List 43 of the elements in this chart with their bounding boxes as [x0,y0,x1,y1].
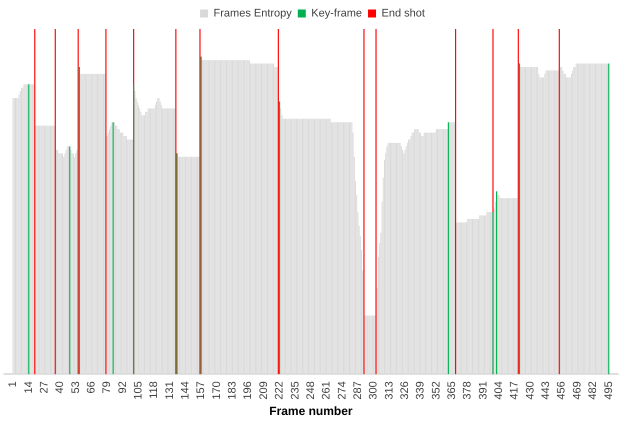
x-tick-label: 417 [508,381,521,400]
x-tick-label: 66 [85,381,98,394]
x-tick-label: 118 [148,381,160,399]
x-tick-label: 391 [477,381,490,400]
x-tick-label: 274 [336,381,348,400]
legend-label: End shot [382,8,425,20]
x-tick-label: 92 [116,381,129,394]
x-axis-title: Frame number [269,404,353,418]
x-tick-label: 482 [587,381,600,400]
x-tick-label: 456 [556,381,568,400]
x-tick-label: 287 [352,381,364,400]
x-tick-label: 261 [320,381,333,400]
x-tick-label: 339 [414,381,427,400]
x-tick-label: 222 [274,381,286,400]
x-tick-label: 326 [398,381,411,400]
legend-label: Key-frame [311,8,362,20]
legend-label: Frames Entropy [214,8,292,20]
x-tick-label: 157 [195,381,208,400]
x-tick-label: 443 [540,381,552,400]
x-tick-label: 131 [164,381,176,400]
x-tick-label: 40 [54,381,66,394]
x-tick-label: 352 [430,381,442,400]
x-tick-label: 144 [180,381,192,400]
x-tick-label: 183 [226,381,239,400]
x-tick-label: 1 [7,381,20,388]
x-tick-label: 469 [571,381,584,400]
x-tick-label: 53 [70,381,82,394]
x-tick-label: 196 [242,381,254,400]
x-tick-label: 27 [38,381,50,394]
x-tick-label: 170 [210,381,223,400]
x-tick-label: 495 [602,381,615,400]
x-tick-label: 378 [462,381,474,400]
x-tick-label: 300 [368,381,380,400]
x-tick-label: 430 [524,381,536,400]
x-tick-label: 404 [493,381,506,400]
x-tick-label: 313 [383,381,396,400]
x-tick-label: 14 [22,381,35,394]
x-tick-label: 105 [132,381,145,400]
x-tick-label: 209 [258,381,270,400]
x-tick-label: 365 [446,381,458,400]
x-tick-label: 235 [289,381,302,400]
x-tick-label: 248 [304,381,317,400]
x-tick-label: 79 [101,381,114,394]
